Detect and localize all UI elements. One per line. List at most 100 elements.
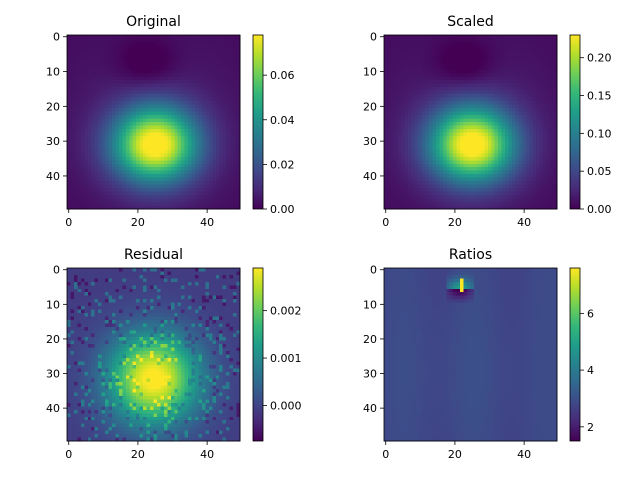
heatmap-cell (449, 160, 454, 165)
heatmap-cell (404, 205, 409, 210)
heatmap-cell (222, 174, 227, 179)
heatmap-cell (177, 135, 182, 140)
heatmap-cell (546, 153, 551, 158)
heatmap-cell (150, 177, 155, 182)
heatmap-cell (491, 156, 496, 161)
heatmap-cell (143, 66, 148, 71)
heatmap-cell (522, 156, 527, 161)
heatmap-cell (453, 160, 458, 165)
heatmap-cell (435, 111, 440, 116)
heatmap-cell (170, 62, 175, 67)
heatmap-cell (129, 76, 134, 81)
heatmap-cell (439, 149, 444, 154)
heatmap-cell (518, 111, 523, 116)
heatmap-cell (198, 135, 203, 140)
heatmap-cell (94, 184, 99, 189)
heatmap-cell (208, 41, 213, 47)
heatmap-cell (390, 118, 395, 123)
heatmap-cell (98, 122, 103, 127)
heatmap-cell (101, 153, 106, 158)
heatmap-cell (532, 52, 537, 57)
heatmap-cell (67, 153, 72, 158)
heatmap-cell (425, 170, 430, 175)
heatmap-cell (498, 90, 503, 95)
heatmap-cell (460, 76, 465, 81)
heatmap-cell (153, 62, 158, 67)
heatmap-cell (80, 62, 85, 67)
heatmap-cell (195, 139, 200, 144)
heatmap-cell (198, 52, 203, 57)
heatmap-cell (101, 156, 106, 161)
heatmap-cell (87, 90, 92, 95)
heatmap-cell (449, 202, 454, 207)
heatmap-cell (473, 188, 479, 193)
heatmap-cell (422, 177, 427, 182)
heatmap-cell (512, 108, 517, 113)
heatmap-cell (77, 115, 82, 120)
heatmap-cell (108, 156, 113, 161)
heatmap-cell (198, 181, 203, 186)
heatmap-cell (456, 87, 461, 92)
heatmap-cell (546, 90, 551, 95)
heatmap-cell (456, 52, 461, 57)
heatmap-cell (188, 41, 193, 47)
heatmap-cell (515, 149, 520, 154)
heatmap-cell (122, 156, 127, 161)
heatmap-cell (435, 76, 440, 81)
heatmap-cell (215, 181, 220, 186)
heatmap-cell (397, 191, 402, 196)
heatmap-cell (67, 125, 72, 130)
heatmap-cell (515, 35, 520, 40)
heatmap-cell (501, 73, 506, 78)
heatmap-cell (136, 87, 141, 92)
heatmap-cell (212, 80, 217, 85)
heatmap-cell (501, 181, 506, 186)
heatmap-cell (536, 170, 541, 175)
heatmap-cell (525, 188, 530, 193)
heatmap-cell (491, 122, 496, 127)
heatmap-cell (101, 177, 106, 182)
heatmap-cell (111, 142, 117, 147)
heatmap-cell (498, 170, 503, 175)
heatmap-cell (498, 198, 503, 203)
heatmap-cell (160, 139, 165, 144)
heatmap-cell (91, 118, 96, 123)
heatmap-cell (550, 115, 555, 120)
heatmap-cell (170, 132, 175, 137)
heatmap-cell (529, 142, 534, 147)
heatmap-cell (191, 48, 196, 53)
heatmap-cell (94, 163, 99, 168)
heatmap-cell (428, 135, 434, 140)
heatmap-cell (415, 76, 420, 81)
heatmap-cell (553, 66, 558, 71)
heatmap-cell (215, 101, 220, 106)
heatmap-cell (390, 191, 395, 196)
heatmap-cell (418, 156, 423, 161)
heatmap-cell (428, 101, 434, 106)
heatmap-cell (132, 69, 137, 74)
heatmap-cell (532, 184, 537, 189)
heatmap-cell (101, 118, 106, 123)
heatmap-cell (212, 142, 217, 147)
heatmap-cell (418, 55, 423, 60)
heatmap-cell (153, 191, 158, 196)
heatmap-cell (546, 132, 551, 137)
heatmap-cell (387, 94, 392, 99)
heatmap-cell (418, 198, 423, 203)
heatmap-cell (411, 156, 416, 161)
heatmap-cell (550, 111, 555, 116)
heatmap-cell (215, 160, 220, 165)
heatmap-cell (163, 48, 168, 53)
heatmap-cell (67, 108, 72, 113)
heatmap-cell (498, 149, 503, 154)
heatmap-cell (122, 76, 127, 81)
heatmap-cell (415, 115, 420, 120)
heatmap-cell (174, 128, 179, 134)
heatmap-cell (473, 62, 479, 67)
heatmap-cell (177, 73, 182, 78)
heatmap-cell (463, 149, 468, 154)
heatmap-cell (70, 153, 75, 158)
heatmap-cell (418, 45, 423, 50)
heatmap-cell (91, 80, 96, 85)
heatmap-cell (229, 202, 234, 207)
